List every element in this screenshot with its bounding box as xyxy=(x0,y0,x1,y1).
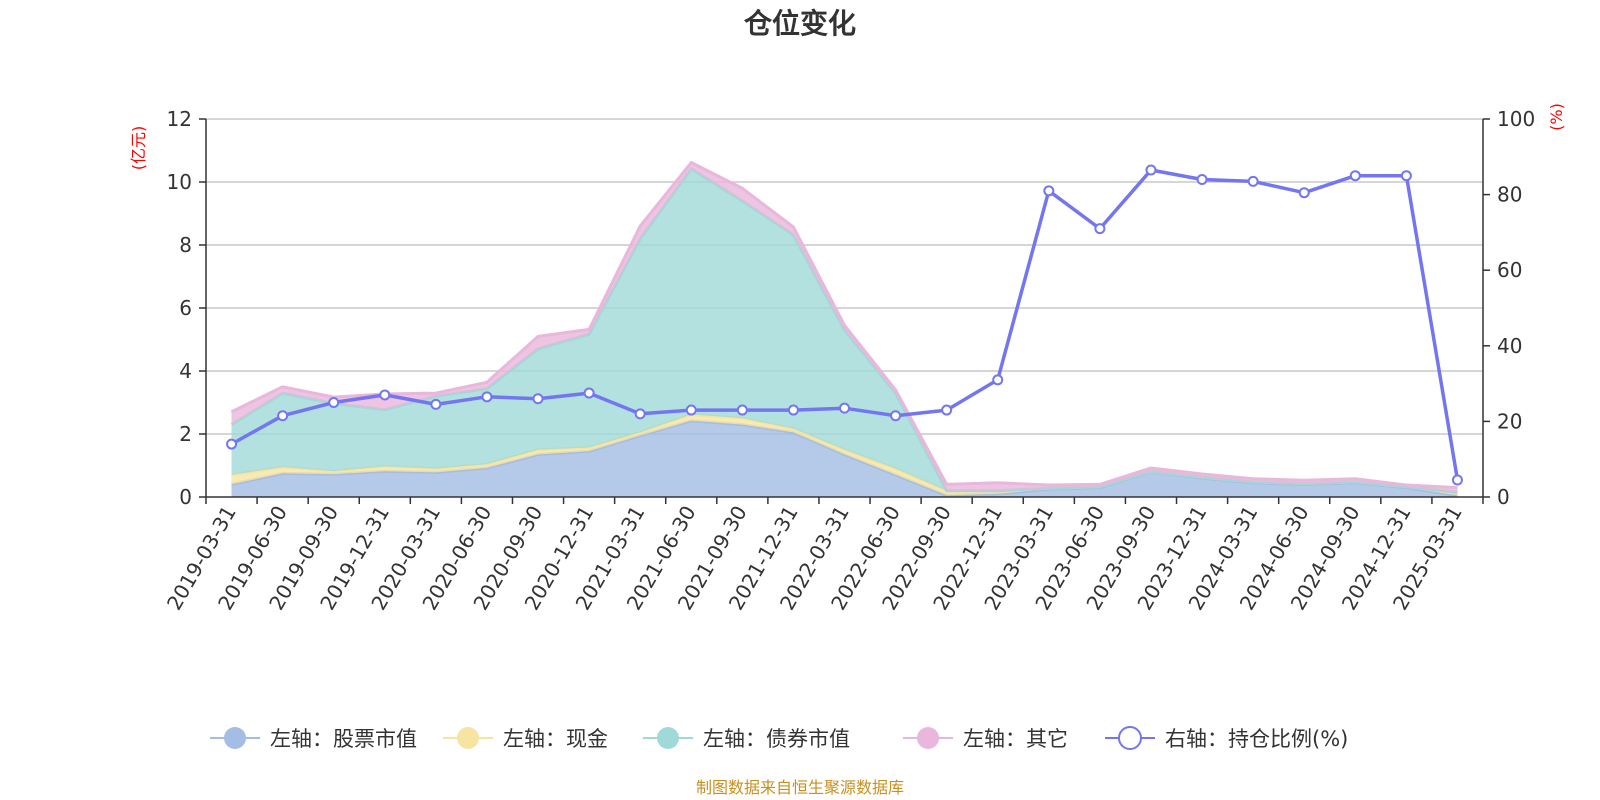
right-axis-tick-label: 100 xyxy=(1497,107,1535,131)
legend-label: 左轴：债券市值 xyxy=(703,727,850,751)
holding-ratio-point xyxy=(481,391,493,403)
legend-label: 右轴：持仓比例(%) xyxy=(1165,727,1348,751)
chart-title: 仓位变化 xyxy=(744,7,856,40)
right-axis-tick-label: 60 xyxy=(1497,258,1522,282)
holding-ratio-point xyxy=(1145,164,1157,176)
left-axis-unit: (亿元) xyxy=(129,126,148,171)
holding-ratio-point xyxy=(1400,170,1412,182)
holding-ratio-point xyxy=(430,398,442,410)
legend-marker xyxy=(657,727,679,749)
area-series-4-edge xyxy=(230,160,1458,490)
right-axis-tick-label: 0 xyxy=(1497,485,1510,509)
holding-ratio-point xyxy=(736,404,748,416)
left-axis-tick-label: 2 xyxy=(179,422,192,446)
holding-ratio-point xyxy=(379,389,391,401)
holding-ratio-point xyxy=(1196,173,1208,185)
holding-ratio-line xyxy=(226,164,1463,486)
right-axis-tick-label: 20 xyxy=(1497,409,1522,433)
holding-ratio-point xyxy=(1247,175,1259,187)
holding-ratio-point xyxy=(226,438,238,450)
legend-marker xyxy=(457,727,479,749)
holding-ratio-point xyxy=(1043,185,1055,197)
legend: 左轴：股票市值 左轴：现金 左轴：债券市值 左轴：其它 右轴：持仓比例(%) xyxy=(210,726,1348,751)
holding-ratio-point xyxy=(839,402,850,414)
holding-ratio-point xyxy=(1094,223,1106,235)
stacked-areas xyxy=(230,160,1458,497)
legend-item-3: 左轴：债券市值 xyxy=(643,727,850,751)
left-axis-tick-label: 0 xyxy=(179,485,192,509)
holding-ratio-point xyxy=(685,404,697,416)
left-axis-tick-label: 12 xyxy=(167,107,192,131)
holding-ratio-point xyxy=(1451,474,1463,486)
legend-item-1: 左轴：股票市值 xyxy=(210,727,417,751)
source-note: 制图数据来自恒生聚源数据库 xyxy=(696,778,904,797)
left-axis-tick-label: 8 xyxy=(179,233,192,257)
holding-ratio-point xyxy=(941,404,953,416)
right-axis-unit: (%) xyxy=(1547,103,1566,131)
grid-lines xyxy=(206,118,1483,435)
holding-ratio-point xyxy=(890,410,902,422)
legend-item-5: 右轴：持仓比例(%) xyxy=(1105,726,1348,751)
legend-label: 左轴：现金 xyxy=(503,727,608,751)
legend-marker xyxy=(224,727,246,749)
holding-ratio-point xyxy=(1349,170,1361,182)
holding-ratio-point xyxy=(532,393,544,405)
holding-ratio-point xyxy=(277,410,289,422)
legend-item-2: 左轴：现金 xyxy=(443,727,608,751)
legend-marker xyxy=(917,727,939,749)
left-axis-tick-label: 6 xyxy=(179,296,192,320)
holding-ratio-point xyxy=(1298,187,1310,199)
right-axis-tick-label: 80 xyxy=(1497,183,1522,207)
legend-label: 左轴：股票市值 xyxy=(270,727,417,751)
legend-item-4: 左轴：其它 xyxy=(903,727,1068,751)
holding-ratio-point xyxy=(328,397,340,408)
legend-marker xyxy=(1118,726,1142,750)
holding-ratio-point xyxy=(583,387,595,399)
legend-label: 左轴：其它 xyxy=(963,727,1068,751)
holding-ratio-point xyxy=(787,404,799,416)
left-axis-tick-label: 4 xyxy=(179,359,192,383)
area-series-1 xyxy=(231,420,1458,497)
holding-ratio-point xyxy=(992,374,1004,386)
right-axis-tick-label: 40 xyxy=(1497,334,1522,358)
holding-ratio-point xyxy=(634,408,646,420)
left-axis-tick-label: 10 xyxy=(167,170,192,194)
